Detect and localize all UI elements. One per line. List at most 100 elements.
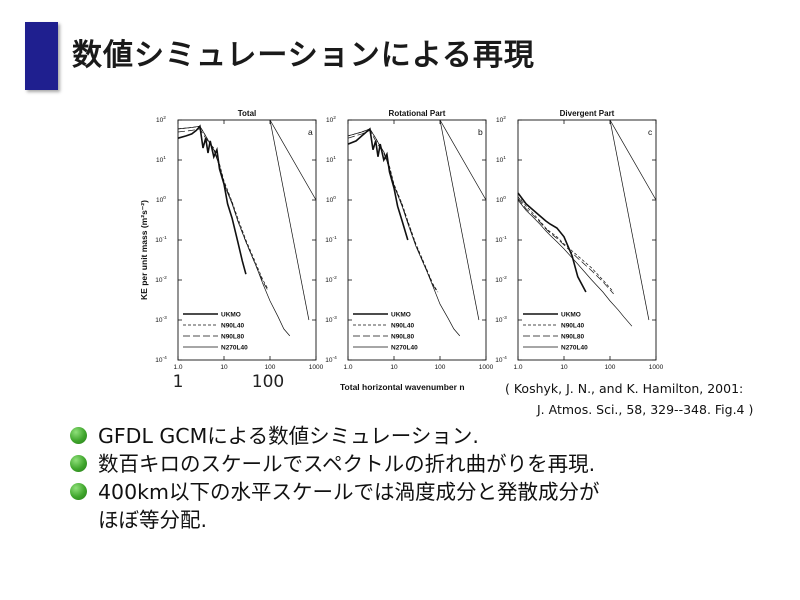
legend-label: UKMO xyxy=(221,312,241,319)
panel-title: Rotational Part xyxy=(389,109,446,118)
series-line-n270l40 xyxy=(347,128,461,337)
x-tick-label: 1.0 xyxy=(513,364,522,371)
y-tick-exponent: 2 xyxy=(333,115,336,121)
x-axis-label: Total horizontal wavenumber n xyxy=(340,382,465,392)
reference-slope-line xyxy=(439,119,487,201)
bullet-dot-icon xyxy=(70,455,87,472)
plot-frame xyxy=(517,119,657,361)
x-tick-label: 100 xyxy=(435,364,446,371)
y-tick-label: 10-2 xyxy=(325,275,337,284)
y-tick-exponent: 1 xyxy=(333,155,336,161)
x-tick-label: 100 xyxy=(265,364,276,371)
citation-line-1: ( Koshyk, J. N., and K. Hamilton, 2001: xyxy=(505,381,744,396)
legend-label: N90L80 xyxy=(391,334,415,341)
reference-slope-line xyxy=(439,119,480,321)
citation: ( Koshyk, J. N., and K. Hamilton, 2001: … xyxy=(505,378,775,420)
bullet-text-continuation: ほぼ等分配. xyxy=(98,508,208,532)
series-line-ukmo xyxy=(347,127,409,241)
y-tick-label: 101 xyxy=(496,155,506,164)
y-tick-label: 101 xyxy=(326,155,336,164)
y-tick-label: 10-2 xyxy=(155,275,167,284)
bullet-item: 数百キロのスケールでスペクトルの折れ曲がりを再現. xyxy=(70,450,770,478)
y-tick-exponent: -4 xyxy=(502,355,507,361)
bullet-dot-icon xyxy=(70,427,87,444)
y-tick-label: 10-1 xyxy=(325,235,337,244)
x-tick-label: 1000 xyxy=(479,364,494,371)
legend-label: N90L40 xyxy=(391,323,415,330)
y-tick-label: 102 xyxy=(326,115,336,124)
x-tick-label: 1.0 xyxy=(173,364,182,371)
reference-slope-line xyxy=(609,119,657,201)
y-tick-label: 100 xyxy=(496,195,506,204)
handwritten-tick-1: 1 xyxy=(173,372,184,392)
bullet-dot-icon xyxy=(70,483,87,500)
y-tick-exponent: -2 xyxy=(162,275,167,281)
reference-slope-line xyxy=(609,119,650,321)
x-tick-label: 1.0 xyxy=(343,364,352,371)
y-tick-exponent: -1 xyxy=(332,235,337,241)
series-line-n90l40 xyxy=(347,128,439,293)
x-tick-label: 100 xyxy=(605,364,616,371)
series-line-n270l40 xyxy=(177,125,291,337)
plot-frame xyxy=(177,119,317,361)
y-tick-exponent: 2 xyxy=(163,115,166,121)
reference-slope-line xyxy=(269,119,310,321)
legend-label: UKMO xyxy=(391,312,411,319)
y-tick-exponent: -4 xyxy=(162,355,167,361)
x-tick-label: 10 xyxy=(560,364,568,371)
bullet-list: GFDL GCMによる数値シミュレーション. 数百キロのスケールでスペクトルの折… xyxy=(70,422,770,534)
legend-label: N90L40 xyxy=(221,323,245,330)
x-tick-label: 1000 xyxy=(649,364,664,371)
legend-label: N270L40 xyxy=(391,345,418,352)
y-tick-exponent: 0 xyxy=(503,195,506,201)
reference-slope-line xyxy=(269,119,317,201)
y-tick-label: 10-3 xyxy=(155,315,167,324)
y-tick-label: 10-3 xyxy=(495,315,507,324)
x-tick-label: 10 xyxy=(220,364,228,371)
legend-label: UKMO xyxy=(561,312,581,319)
y-tick-exponent: -3 xyxy=(162,315,167,321)
y-tick-exponent: -1 xyxy=(502,235,507,241)
y-tick-label: 10-4 xyxy=(155,355,167,364)
y-tick-label: 102 xyxy=(156,115,166,124)
y-tick-exponent: 1 xyxy=(503,155,506,161)
x-tick-label: 1000 xyxy=(309,364,324,371)
chart-panel: Divergent Partc10210110010-110-210-310-4… xyxy=(495,109,663,371)
y-axis-label: KE per unit mass (m²s⁻²) xyxy=(139,200,149,300)
title-accent-bar xyxy=(25,22,58,90)
slide-title: 数値シミュレーションによる再現 xyxy=(72,38,535,73)
handwritten-tick-100: 100 xyxy=(252,372,284,392)
y-tick-label: 100 xyxy=(326,195,336,204)
y-tick-exponent: -3 xyxy=(502,315,507,321)
bullet-item: GFDL GCMによる数値シミュレーション. xyxy=(70,422,770,450)
panel-letter: a xyxy=(308,127,313,137)
y-tick-exponent: 1 xyxy=(163,155,166,161)
bullet-text: 400km以下の水平スケールでは渦度成分と発散成分が xyxy=(98,480,600,504)
legend-label: N90L80 xyxy=(221,334,245,341)
y-tick-label: 10-4 xyxy=(495,355,507,364)
panel-letter: b xyxy=(478,127,483,137)
series-line-n90l40 xyxy=(177,125,269,290)
panel-letter: c xyxy=(648,127,653,137)
y-tick-exponent: -2 xyxy=(332,275,337,281)
citation-line-2: J. Atmos. Sci., 58, 329--348. Fig.4 ) xyxy=(537,402,754,417)
y-tick-exponent: -1 xyxy=(162,235,167,241)
y-tick-label: 10-1 xyxy=(495,235,507,244)
legend-label: N270L40 xyxy=(221,345,248,352)
series-line-n90l80 xyxy=(177,128,269,291)
legend-label: N270L40 xyxy=(561,345,588,352)
y-tick-exponent: 2 xyxy=(503,115,506,121)
series-line-n90l40 xyxy=(517,196,614,293)
y-tick-label: 10-1 xyxy=(155,235,167,244)
y-tick-exponent: -3 xyxy=(332,315,337,321)
panel-title: Total xyxy=(238,109,257,118)
series-line-n270l40 xyxy=(517,199,633,327)
y-tick-label: 102 xyxy=(496,115,506,124)
y-tick-label: 101 xyxy=(156,155,166,164)
y-tick-label: 10-2 xyxy=(495,275,507,284)
y-tick-exponent: -4 xyxy=(332,355,337,361)
series-line-ukmo xyxy=(517,192,587,293)
plot-frame xyxy=(347,119,487,361)
